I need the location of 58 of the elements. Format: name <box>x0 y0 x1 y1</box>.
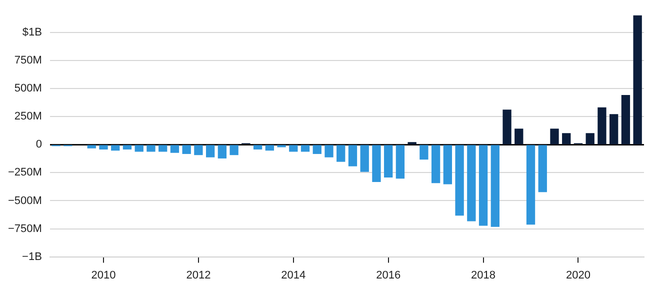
bar <box>336 145 346 162</box>
bar <box>134 145 144 152</box>
bar <box>538 145 547 192</box>
y-tick-label: −250M <box>8 166 42 179</box>
bar <box>99 145 108 150</box>
bar <box>633 15 642 144</box>
bar <box>562 133 571 144</box>
y-tick-label: −500M <box>8 194 42 207</box>
bar <box>146 145 156 152</box>
bar <box>396 145 405 179</box>
bar <box>312 145 322 154</box>
bar <box>526 145 536 225</box>
y-tick-label: 250M <box>14 110 42 123</box>
bar <box>372 145 381 182</box>
bar <box>610 114 618 144</box>
bar <box>111 145 120 151</box>
bar <box>420 145 428 160</box>
bar <box>253 145 262 150</box>
bar <box>265 145 274 151</box>
y-tick-label: 750M <box>14 54 42 67</box>
bar <box>384 145 393 178</box>
bar <box>182 145 191 154</box>
x-tick-label: 2016 <box>376 269 401 282</box>
bar <box>218 145 227 158</box>
y-tick-label: 0 <box>36 138 42 151</box>
bar <box>514 128 524 144</box>
x-tick-label: 2010 <box>91 269 116 282</box>
bar <box>324 145 334 158</box>
bar <box>550 128 559 144</box>
bar <box>490 145 500 227</box>
x-tick-label: 2012 <box>186 269 211 282</box>
bar <box>348 145 358 166</box>
bar <box>621 95 630 144</box>
bar <box>478 145 488 226</box>
bar <box>194 145 203 156</box>
bar <box>158 145 168 152</box>
bar <box>87 145 96 148</box>
bar <box>502 110 512 144</box>
bar <box>598 107 606 144</box>
bar <box>170 145 180 153</box>
x-tick-label: 2014 <box>281 269 306 282</box>
x-tick-label: 2018 <box>471 269 496 282</box>
x-tick-label: 2020 <box>566 269 590 282</box>
bar <box>586 133 594 144</box>
bar <box>230 145 238 156</box>
y-tick-label: $1B <box>22 26 42 39</box>
bar <box>467 145 476 222</box>
bar <box>443 145 452 184</box>
bar <box>289 145 298 152</box>
y-tick-label: −750M <box>8 222 42 235</box>
bar <box>300 145 310 152</box>
bar <box>431 145 440 184</box>
bar <box>122 145 132 150</box>
bar <box>360 145 369 172</box>
bar <box>455 145 464 216</box>
y-tick-label: 500M <box>14 82 42 95</box>
y-tick-label: −1B <box>22 250 42 263</box>
bar <box>206 145 215 158</box>
